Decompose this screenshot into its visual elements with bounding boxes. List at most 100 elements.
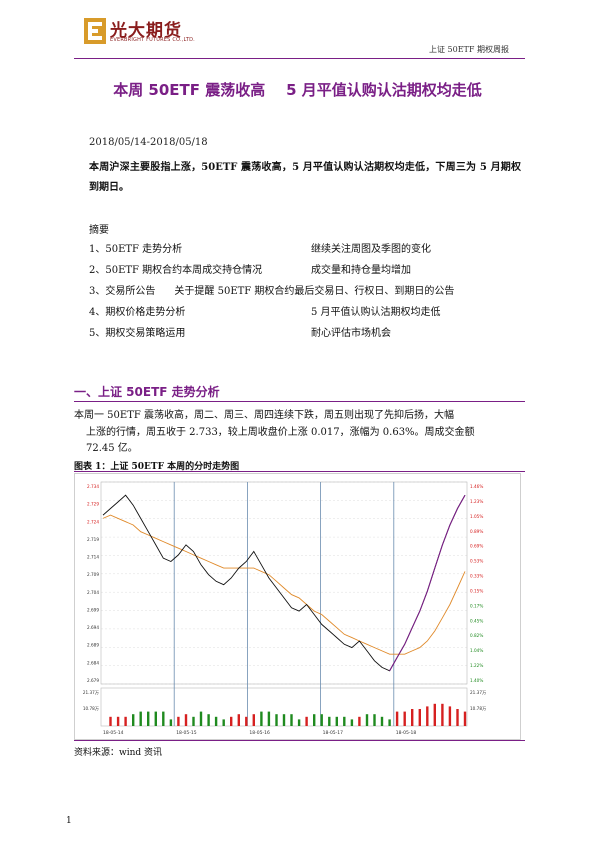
volume-bar bbox=[441, 703, 444, 726]
figure-source: 资料来源：wind 资讯 bbox=[74, 748, 163, 758]
volume-tick-label: 21.37万 bbox=[83, 690, 99, 696]
right-tick-label: 1.22% bbox=[470, 663, 483, 668]
volume-bar bbox=[313, 714, 316, 726]
volume-bar bbox=[147, 711, 150, 726]
summary-item-conclusion: 继续关注周图及季图的变化 bbox=[311, 244, 431, 255]
summary-item: 3、交易所公告 关于提醒 50ETF 期权合约最后交易日、行权日、到期日的公告 bbox=[89, 282, 529, 298]
volume-bar bbox=[305, 716, 308, 726]
summary-item: 1、50ETF 走势分析 继续关注周图及季图的变化 bbox=[89, 240, 529, 256]
summary-item: 5、期权交易策略运用 耐心评估市场机会 bbox=[89, 324, 529, 340]
x-tick-label: 18-05-15 bbox=[176, 730, 197, 736]
right-tick-label: 0.17% bbox=[470, 603, 483, 608]
section-divider bbox=[74, 401, 525, 402]
average-price-line bbox=[102, 514, 466, 655]
x-tick-label: 18-05-17 bbox=[323, 730, 344, 736]
summary-item-topic: 3、交易所公告 关于提醒 50ETF 期权合约最后交易日、行权日、到期日的公告 bbox=[89, 286, 455, 297]
figure-divider bbox=[74, 471, 525, 472]
logo-text-en: EVERBRIGHT FUTURES CO.,LTD. bbox=[110, 37, 195, 43]
volume-bar bbox=[267, 711, 271, 726]
volume-bar bbox=[358, 716, 361, 726]
volume-bar bbox=[335, 716, 338, 726]
volume-bar bbox=[245, 716, 248, 726]
volume-bar bbox=[124, 716, 127, 726]
volume-bar bbox=[320, 714, 323, 726]
volume-bar bbox=[275, 714, 278, 726]
intraday-chart: 2.734 2.729 2.724 2.719 2.714 2.709 2.704 2.699… bbox=[74, 473, 521, 740]
volume-bar bbox=[109, 716, 112, 726]
y-tick-label: 2.679 bbox=[87, 678, 99, 683]
volume-bar bbox=[290, 714, 293, 726]
y-tick-label: 2.729 bbox=[87, 502, 99, 507]
summary-item-conclusion: 5 月平值认购认沽期权均走低 bbox=[311, 307, 441, 318]
volume-bar bbox=[448, 706, 452, 726]
y-tick-label: 2.689 bbox=[87, 643, 99, 648]
y-tick-label: 2.694 bbox=[87, 625, 99, 630]
volume-bar bbox=[350, 719, 354, 726]
chart-canvas: 2.734 2.729 2.724 2.719 2.714 2.709 2.704 2.699… bbox=[83, 481, 486, 736]
volume-bar bbox=[395, 711, 399, 726]
volume-bar bbox=[116, 716, 120, 726]
volume-bar bbox=[433, 703, 436, 726]
paragraph-line: 上涨的行情，周五收于 2.733，较上周收盘价上涨 0.017，涨幅为 0.63… bbox=[86, 426, 475, 438]
volume-bar bbox=[388, 719, 391, 726]
volume-bar bbox=[139, 711, 142, 726]
volume-bar bbox=[380, 716, 384, 726]
volume-tick-label: 21.37万 bbox=[470, 690, 486, 696]
date-range: 2018/05/14-2018/05/18 bbox=[89, 137, 208, 148]
y-tick-label: 2.684 bbox=[87, 660, 99, 665]
summary-item-topic: 1、50ETF 走势分析 bbox=[89, 244, 183, 255]
right-tick-label: 0.45% bbox=[470, 618, 483, 623]
right-tick-label: 0.89% bbox=[470, 529, 483, 534]
logo-text-cn: 光大期货 bbox=[110, 21, 182, 41]
volume-bar bbox=[463, 711, 467, 726]
right-tick-label: 0.33% bbox=[470, 574, 483, 579]
right-tick-label: 1.23% bbox=[470, 499, 483, 504]
price-line-rally bbox=[389, 494, 466, 672]
right-tick-label: 1.04% bbox=[470, 648, 483, 653]
paragraph-line: 72.45 亿。 bbox=[86, 443, 138, 454]
volume-bar bbox=[199, 711, 203, 726]
volume-bar bbox=[169, 719, 173, 726]
right-tick-label: 0.15% bbox=[470, 588, 483, 593]
y-tick-label: 2.709 bbox=[87, 572, 99, 577]
volume-bar bbox=[177, 716, 180, 726]
summary-item-conclusion: 耐心评估市场机会 bbox=[311, 328, 391, 339]
page-number: 1 bbox=[66, 816, 72, 826]
right-tick-label: 1.46% bbox=[470, 484, 483, 489]
summary-item-topic: 4、期权价格走势分析 bbox=[89, 307, 186, 318]
volume-bar bbox=[365, 714, 369, 726]
section-title: 一、上证 50ETF 走势分析 bbox=[74, 385, 220, 399]
volume-bar bbox=[230, 716, 233, 726]
summary-title: 摘要 bbox=[89, 225, 109, 236]
right-tick-label: 1.05% bbox=[470, 514, 483, 519]
company-logo-icon bbox=[84, 18, 106, 44]
volume-bar bbox=[297, 719, 301, 726]
volume-tick-label: 10.78万 bbox=[83, 706, 99, 712]
volume-bar bbox=[426, 706, 429, 726]
x-tick-label: 18-05-18 bbox=[396, 730, 417, 736]
volume-bar bbox=[192, 716, 195, 726]
right-tick-label: 1.40% bbox=[470, 678, 483, 683]
volume-bar bbox=[184, 714, 188, 726]
y-tick-label: 2.714 bbox=[87, 555, 99, 560]
volume-bar bbox=[373, 714, 376, 726]
figure-title: 图表 1：上证 50ETF 本周的分时走势图 bbox=[74, 462, 240, 472]
price-line bbox=[102, 494, 466, 672]
paragraph-line: 本周一 50ETF 震荡收高，周二、周三、周四连续下跌，周五则出现了先抑后扬，大… bbox=[74, 410, 454, 421]
volume-bar bbox=[260, 711, 263, 726]
summary-item-topic: 2、50ETF 期权合约本周成交持仓情况 bbox=[89, 265, 263, 276]
volume-bar bbox=[222, 719, 225, 726]
header-divider bbox=[74, 58, 525, 59]
x-tick-label: 18-05-16 bbox=[249, 730, 270, 736]
y-tick-label: 2.734 bbox=[87, 484, 99, 489]
summary-item: 4、期权价格走势分析 5 月平值认购认沽期权均走低 bbox=[89, 303, 529, 319]
volume-bar bbox=[282, 714, 286, 726]
price-panel-frame bbox=[100, 481, 468, 685]
y-tick-label: 2.699 bbox=[87, 607, 99, 612]
lead-paragraph: 本周沪深主要股指上涨，50ETF 震荡收高，5 月平值认购认沽期权均走低，下周三… bbox=[89, 162, 521, 193]
volume-bar bbox=[162, 711, 165, 726]
volume-bar bbox=[207, 714, 210, 726]
report-name: 上证 50ETF 期权周报 bbox=[429, 45, 509, 54]
y-tick-label: 2.704 bbox=[87, 590, 99, 595]
y-tick-label: 2.724 bbox=[87, 519, 99, 524]
